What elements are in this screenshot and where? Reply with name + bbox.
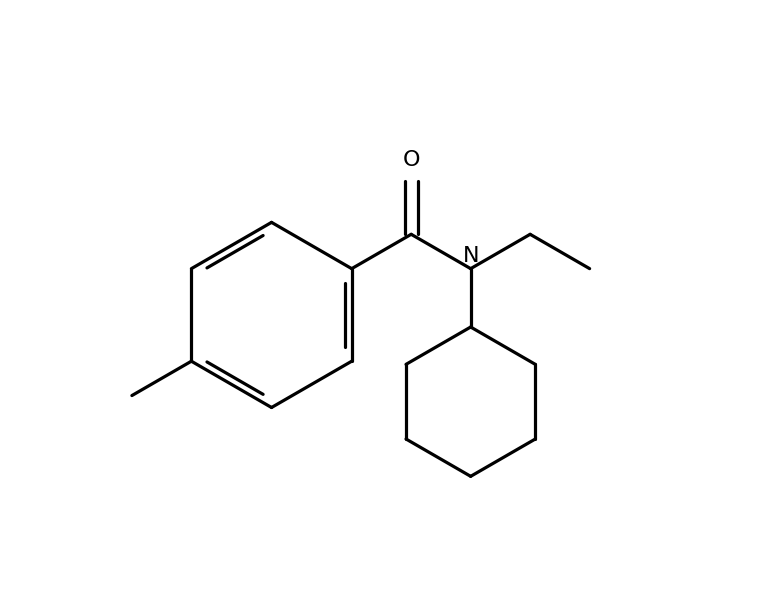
- Text: N: N: [462, 245, 479, 266]
- Text: O: O: [403, 150, 420, 170]
